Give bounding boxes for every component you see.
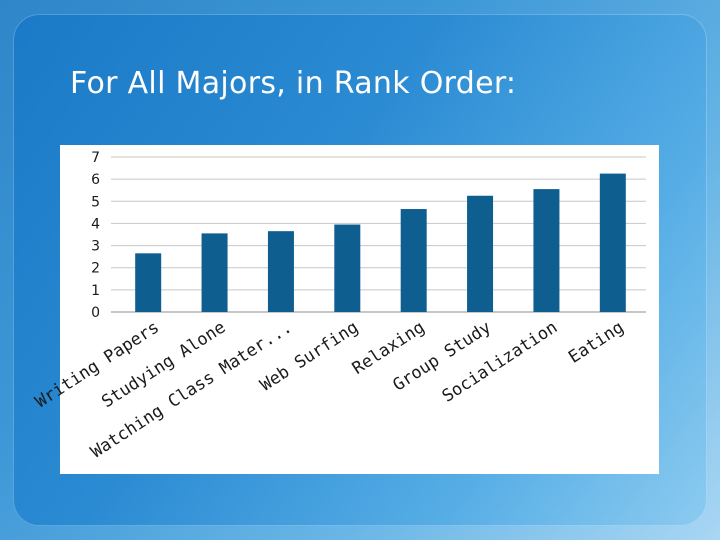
y-tick-label: 4 (91, 216, 100, 232)
y-tick-label: 3 (91, 239, 100, 255)
bar (599, 173, 626, 312)
bar (267, 231, 294, 312)
bar (467, 195, 494, 312)
x-category-label: Socialization (439, 317, 561, 406)
x-category-label: Eating (565, 317, 627, 367)
y-tick-label: 7 (91, 150, 100, 166)
y-tick-label: 2 (91, 261, 100, 277)
y-tick-label: 5 (91, 194, 100, 210)
slide-title: For All Majors, in Rank Order: (70, 66, 517, 101)
bar (400, 209, 427, 312)
gridlines (111, 156, 646, 313)
bar (201, 233, 228, 312)
bar (135, 253, 162, 312)
x-category-label: Writing Papers (32, 317, 163, 412)
bars (135, 173, 626, 312)
y-axis-ticks: 0 1 2 3 4 5 6 7 (91, 150, 100, 321)
y-tick-label: 1 (91, 283, 100, 299)
bar (334, 224, 361, 312)
y-tick-label: 0 (91, 305, 100, 321)
y-tick-label: 6 (91, 172, 100, 188)
bar (533, 189, 560, 312)
